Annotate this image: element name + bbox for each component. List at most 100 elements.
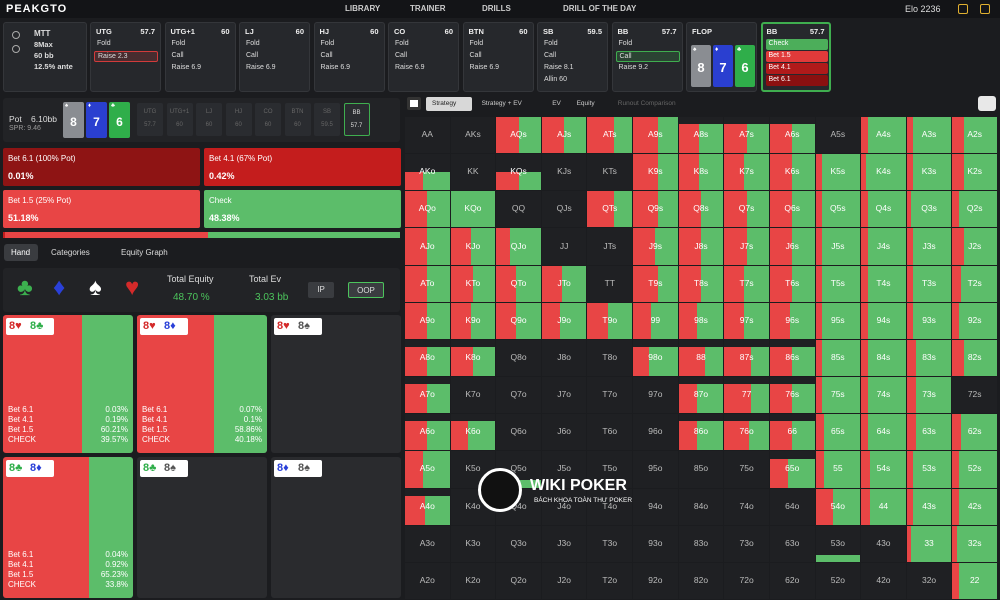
hand-cell[interactable]: 32s (952, 525, 997, 562)
hand-cell[interactable]: ATo (405, 265, 450, 302)
hand-cell[interactable]: 63o (769, 525, 815, 562)
hand-cell[interactable]: 55 (815, 451, 861, 488)
hand-cell[interactable]: K2o (450, 562, 496, 599)
hand-cell[interactable]: T7o (587, 377, 633, 414)
action-option[interactable]: Bet 6.1 (765, 75, 828, 86)
hand-cell[interactable]: QQ (496, 191, 541, 228)
hand-cell[interactable]: KK (450, 154, 496, 191)
hand-cell[interactable]: AKs (450, 117, 496, 154)
position-card[interactable]: CO 60 Fold Call Raise 6.9 (388, 22, 459, 92)
mini-position[interactable]: UTG+1 60 (166, 103, 193, 136)
mini-position[interactable]: CO 60 (255, 103, 281, 136)
mini-position[interactable]: LJ 60 (196, 103, 222, 136)
hand-cell[interactable]: 87o (678, 377, 724, 414)
hand-cell[interactable]: 73o (724, 525, 769, 562)
action-option[interactable]: Bet 4.1 (765, 63, 828, 74)
hand-cell[interactable]: AJo (405, 228, 450, 265)
action-option[interactable]: Fold (320, 40, 335, 47)
position-card[interactable]: LJ 60 Fold Call Raise 6.9 (239, 22, 310, 92)
hand-cell[interactable]: KTs (587, 154, 633, 191)
hand-cell[interactable]: J3s (906, 228, 952, 265)
hand-cell[interactable]: 52o (815, 562, 861, 599)
hand-cell[interactable]: 64s (861, 414, 906, 451)
hand-cell[interactable]: 75o (724, 451, 769, 488)
hand-cell[interactable]: 99 (633, 302, 678, 339)
hand-cell[interactable]: QTs (587, 191, 633, 228)
action-option[interactable]: Raise 2.3 (94, 51, 158, 62)
hand-cell[interactable]: J9s (633, 228, 678, 265)
action-option[interactable]: Fold (469, 40, 484, 47)
hand-cell[interactable]: A3s (906, 117, 952, 154)
hand-cell[interactable]: A5s (815, 117, 861, 154)
position-card[interactable]: UTG+1 60 Fold Call Raise 6.9 (164, 22, 236, 92)
hand-cell[interactable]: TT (587, 265, 633, 302)
action-option[interactable]: Fold (544, 40, 558, 47)
position-card[interactable]: UTG 57.7 Fold Raise 2.3 (90, 22, 161, 92)
action-option[interactable]: Call (246, 52, 259, 59)
hand-cell[interactable]: 65s (815, 414, 861, 451)
mini-position[interactable]: UTG 57.7 (137, 103, 163, 136)
hand-cell[interactable]: A7o (405, 377, 450, 414)
suit-filter[interactable]: ♠ (89, 274, 102, 301)
icon[interactable] (958, 4, 968, 14)
action-option[interactable]: Call (320, 52, 333, 59)
hand-cell[interactable]: 92o (633, 562, 678, 599)
hand-cell[interactable]: Q2s (952, 191, 997, 228)
matrix-tab[interactable]: EV (552, 100, 561, 107)
hand-cell[interactable]: 95s (815, 302, 861, 339)
hand-cell[interactable]: 43s (906, 488, 952, 525)
hand-cell[interactable]: T8s (678, 265, 724, 302)
hand-cell[interactable]: T7s (724, 265, 769, 302)
hand-cell[interactable]: 83o (678, 525, 724, 562)
hand-cell[interactable]: Q9o (496, 302, 541, 339)
hand-cell[interactable]: AKo (405, 154, 450, 191)
hand-cell[interactable]: 54s (861, 451, 906, 488)
hand-cell[interactable]: ATs (587, 117, 633, 154)
hand-cell[interactable]: 86s (769, 339, 815, 377)
hand-cell[interactable]: T6o (587, 414, 633, 451)
player-toggle[interactable]: OOP (348, 282, 384, 298)
hand-cell[interactable]: 74s (861, 377, 906, 414)
hand-cell[interactable]: Q2o (496, 562, 541, 599)
hand-cell[interactable]: AA (405, 117, 450, 154)
hand-cell[interactable]: 86o (678, 414, 724, 451)
hand-cell[interactable]: 85o (678, 451, 724, 488)
strategy-option[interactable]: Bet 4.1 (67% Pot) 0.42% (204, 148, 401, 186)
hand-cell[interactable]: Q7o (496, 377, 541, 414)
hand-cell[interactable]: 82s (952, 339, 997, 377)
hand-cell[interactable]: 22 (952, 562, 997, 599)
action-option[interactable]: Check (765, 39, 828, 50)
hand-cell[interactable]: 77 (724, 377, 769, 414)
hand-cell[interactable]: K9o (450, 302, 496, 339)
action-option[interactable]: Raise 6.9 (320, 64, 351, 71)
hand-cell[interactable]: J5s (815, 228, 861, 265)
hand-cell[interactable]: J5o (541, 451, 587, 488)
hand-cell[interactable]: A6o (405, 414, 450, 451)
hand-cell[interactable]: K8o (450, 339, 496, 377)
hand-cell[interactable]: KQo (450, 191, 496, 228)
hand-cell[interactable]: T2s (952, 265, 997, 302)
icon[interactable] (978, 96, 996, 111)
hand-cell[interactable]: 92s (952, 302, 997, 339)
mini-position[interactable]: BB 57.7 (343, 103, 370, 136)
position-card[interactable]: BB 57.7 Fold Call Raise 9.2 (611, 22, 683, 92)
hand-cell[interactable]: 64o (769, 488, 815, 525)
hand-cell[interactable]: Q8s (678, 191, 724, 228)
hand-cell[interactable]: 93o (633, 525, 678, 562)
mini-position[interactable]: HJ 60 (225, 103, 252, 136)
hand-cell[interactable]: 62s (952, 414, 997, 451)
hand-cell[interactable]: A9o (405, 302, 450, 339)
hand-cell[interactable]: 43o (861, 525, 906, 562)
hand-cell[interactable]: K9s (633, 154, 678, 191)
hand-cell[interactable]: T2o (587, 562, 633, 599)
hand-cell[interactable]: T3o (587, 525, 633, 562)
hand-cell[interactable]: KQs (496, 154, 541, 191)
hand-cell[interactable]: 84s (861, 339, 906, 377)
hand-cell[interactable]: J6s (769, 228, 815, 265)
hand-cell[interactable]: 87s (724, 339, 769, 377)
action-option[interactable]: Raise 6.9 (395, 64, 425, 71)
hand-cell[interactable]: J8o (541, 339, 587, 377)
hand-cell[interactable]: JTs (587, 228, 633, 265)
hand-cell[interactable]: T9s (633, 265, 678, 302)
hand-cell[interactable]: J8s (678, 228, 724, 265)
